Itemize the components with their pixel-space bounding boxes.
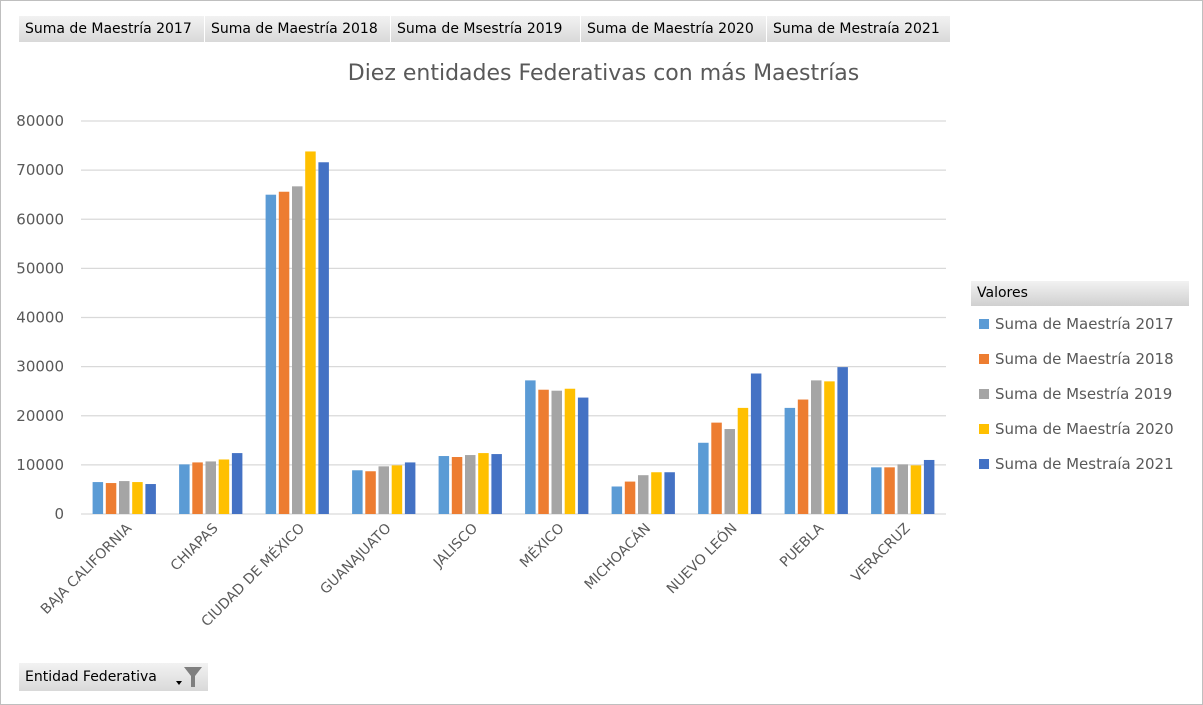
legend-label: Suma de Maestría 2018 <box>995 349 1174 368</box>
bar <box>451 457 463 514</box>
filter-dropdown-icon[interactable] <box>174 665 204 699</box>
legend-label: Suma de Maestría 2020 <box>995 419 1174 438</box>
y-tick-label: 70000 <box>16 161 64 179</box>
bar <box>797 399 809 514</box>
bar <box>278 191 290 515</box>
bar <box>391 465 403 514</box>
bar <box>750 373 762 514</box>
bar <box>205 461 216 514</box>
bar <box>192 462 203 514</box>
bar <box>784 407 796 514</box>
bar <box>611 486 623 514</box>
bar <box>664 472 675 514</box>
bar <box>824 381 835 514</box>
y-tick-label: 60000 <box>16 210 64 228</box>
legend-swatch <box>979 353 989 364</box>
legend-item[interactable]: Suma de Mestraía 2021 <box>971 446 1189 481</box>
bar <box>352 470 363 514</box>
legend-swatch <box>979 423 989 434</box>
legend[interactable]: Valores Suma de Maestría 2017 Suma de Mae… <box>971 281 1189 481</box>
legend-label: Suma de Msestría 2019 <box>995 384 1173 403</box>
legend-label: Suma de Mestraía 2021 <box>995 454 1174 473</box>
bar <box>737 407 749 514</box>
x-tick-label: BAJA CALIFORNIA <box>38 520 135 617</box>
bar <box>638 475 649 514</box>
axis-field-button[interactable]: Entidad Federativa <box>19 663 208 691</box>
bar <box>465 455 476 514</box>
legend-item[interactable]: Suma de Maestría 2020 <box>971 411 1189 446</box>
bar <box>92 482 104 514</box>
bar <box>923 459 935 514</box>
x-tick-label: MICHOACÁN <box>581 520 654 593</box>
bar <box>305 151 316 514</box>
field-button[interactable]: Suma de Maestría 2017 <box>19 16 205 42</box>
legend-item[interactable]: Suma de Msestría 2019 <box>971 376 1189 411</box>
legend-title[interactable]: Valores <box>971 281 1189 306</box>
legend-swatch <box>979 388 989 399</box>
field-button[interactable]: Suma de Mestraía 2021 <box>767 16 951 42</box>
bar <box>910 465 922 514</box>
bar <box>564 388 576 514</box>
x-tick-label: PUEBLA <box>777 520 827 570</box>
legend-item[interactable]: Suma de Maestría 2018 <box>971 341 1189 376</box>
axis-field-label: Entidad Federativa <box>25 669 157 685</box>
bar <box>651 472 662 514</box>
bar <box>438 456 450 514</box>
bar <box>318 162 329 514</box>
bar <box>404 462 416 514</box>
x-tick-label: VERACRUZ <box>849 521 914 586</box>
y-tick-label: 40000 <box>16 309 64 327</box>
bar <box>897 464 908 514</box>
bar <box>145 484 156 514</box>
bar <box>624 481 636 514</box>
y-tick-label: 0 <box>54 505 64 523</box>
bar <box>551 390 562 514</box>
bar <box>218 459 230 514</box>
bar <box>365 471 376 514</box>
bar <box>231 453 243 514</box>
x-tick-label: JALISCO <box>430 521 481 572</box>
legend-label: Suma de Maestría 2017 <box>995 314 1174 333</box>
bar <box>724 429 735 514</box>
bar <box>837 367 848 514</box>
legend-swatch <box>979 318 989 329</box>
y-tick-label: 20000 <box>16 407 64 425</box>
bar <box>577 397 589 514</box>
bar <box>179 464 190 514</box>
bar <box>132 482 143 514</box>
y-tick-label: 80000 <box>16 112 64 130</box>
y-tick-label: 10000 <box>16 456 64 474</box>
field-button[interactable]: Suma de Msestría 2019 <box>391 16 581 42</box>
plot-area: 0 10000 20000 30000 40000 50000 60000 70000 8000… <box>16 112 946 630</box>
bar <box>265 194 277 514</box>
legend-item[interactable]: Suma de Maestría 2017 <box>971 306 1189 341</box>
bar <box>525 380 536 514</box>
bar <box>698 442 709 514</box>
bar <box>538 389 549 514</box>
y-tick-label: 30000 <box>16 358 64 376</box>
x-tick-label: NUEVO LEÓN <box>662 519 740 597</box>
bar <box>378 466 389 514</box>
bar <box>884 467 895 514</box>
field-button[interactable]: Suma de Maestría 2018 <box>205 16 391 42</box>
bar <box>811 380 822 514</box>
field-button[interactable]: Suma de Maestría 2020 <box>581 16 767 42</box>
bar <box>292 186 303 514</box>
y-tick-label: 50000 <box>16 259 64 277</box>
bar <box>119 481 130 514</box>
x-tick-label: MÉXICO <box>516 520 567 571</box>
bar <box>478 453 489 514</box>
bar <box>105 483 117 514</box>
bar <box>711 422 722 514</box>
x-tick-label: CHIAPAS <box>168 520 222 574</box>
legend-swatch <box>979 458 989 469</box>
bar <box>871 467 882 514</box>
x-tick-label: GUANAJUATO <box>317 521 394 598</box>
bar <box>491 454 502 514</box>
chart-title: Diez entidades Federativas con más Maest… <box>347 61 860 86</box>
